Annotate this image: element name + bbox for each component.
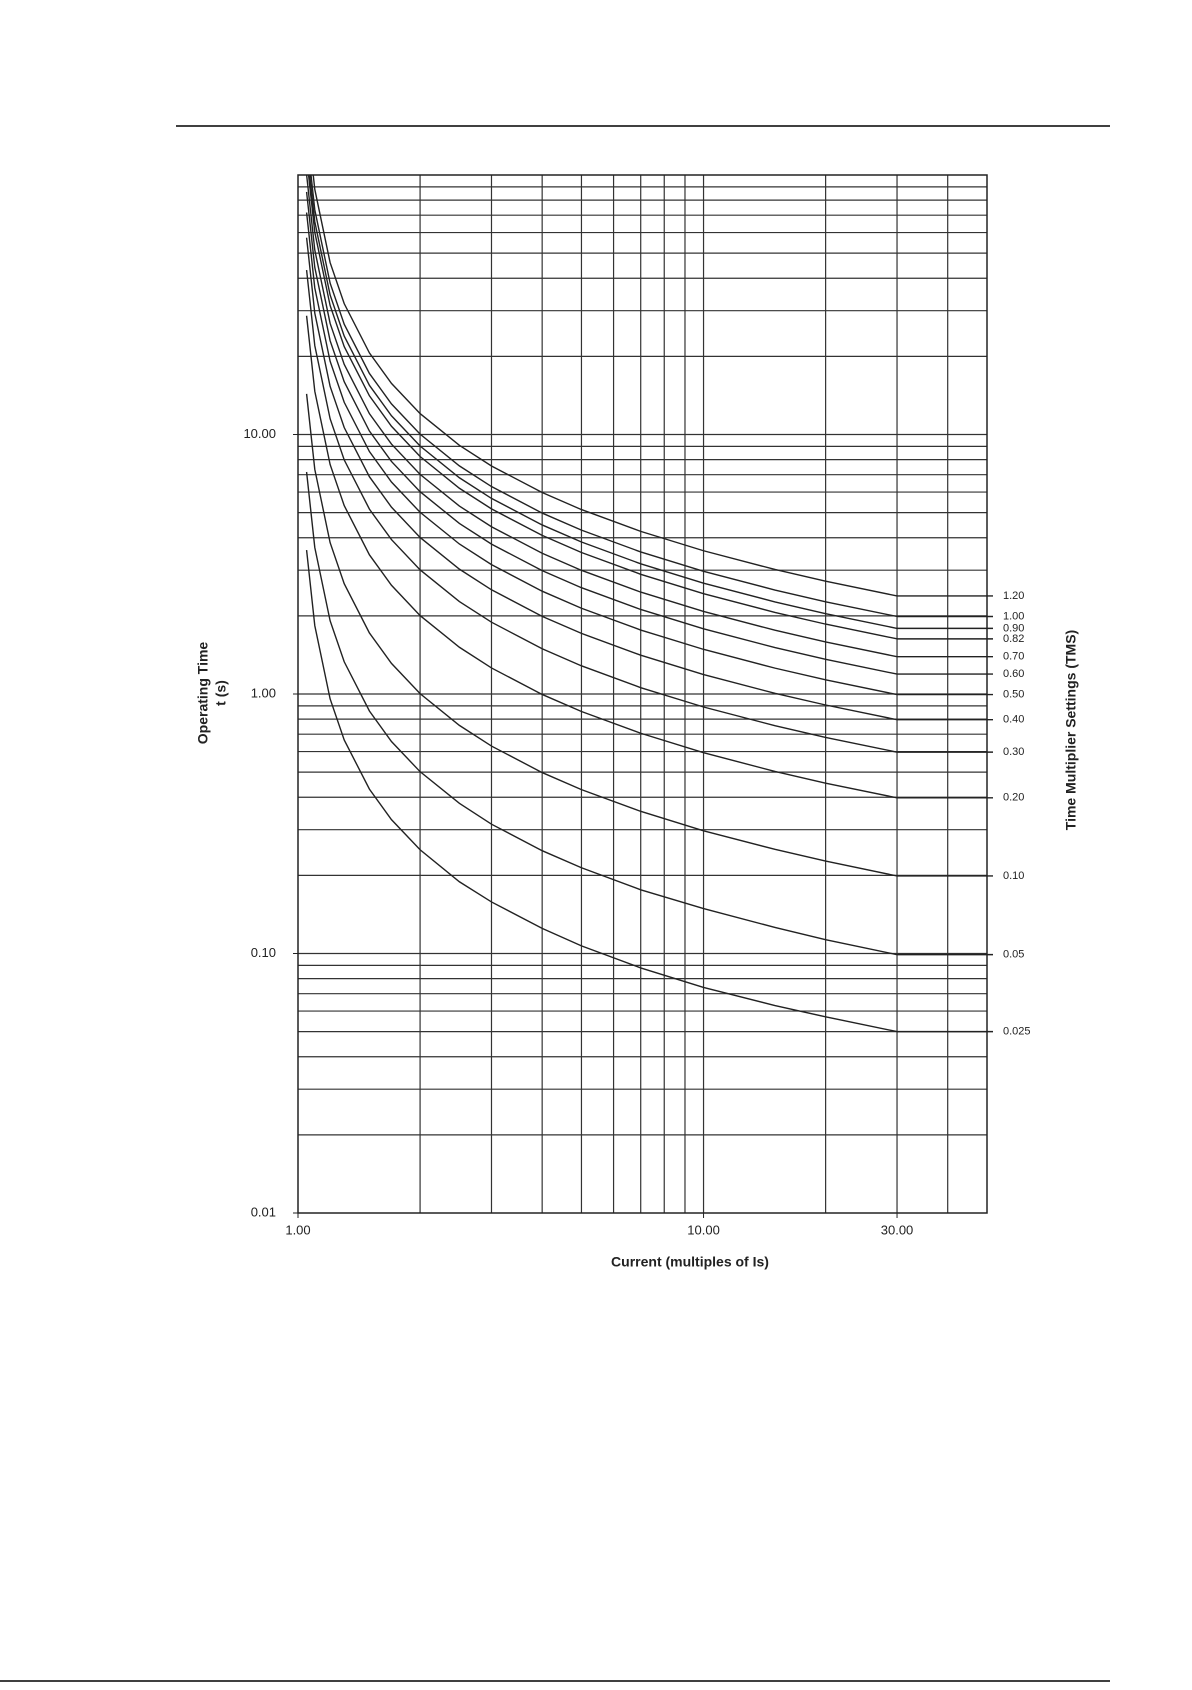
legend-label: 1.20: [1003, 590, 1024, 602]
legend-label: 0.90: [1003, 622, 1024, 634]
legend-label: 0.025: [1003, 1026, 1031, 1038]
legend-label: 0.30: [1003, 746, 1024, 758]
curve: [309, 175, 898, 630]
curve: [305, 315, 898, 799]
legend-label: 0.70: [1003, 651, 1024, 663]
curve: [305, 550, 898, 1033]
x-tick-label: 1.00: [285, 1222, 310, 1237]
legend-title: Time Multiplier Settings (TMS): [1063, 630, 1079, 830]
y-axis-label: Operating Time: [195, 642, 211, 745]
x-axis-label: Current (multiples of Is): [611, 1254, 769, 1270]
x-tick-label: 30.00: [881, 1222, 914, 1237]
curve: [305, 237, 898, 721]
legend-label: 0.40: [1003, 714, 1024, 726]
y-tick-label: 10.00: [243, 426, 276, 441]
plot-area: [305, 175, 898, 1033]
y-axis-label: t (s): [213, 680, 229, 706]
y-tick-label: 1.00: [251, 685, 276, 700]
curve: [310, 175, 898, 618]
legend-label: 0.20: [1003, 792, 1024, 804]
legend-label: 0.82: [1003, 633, 1024, 645]
curve: [312, 175, 898, 597]
curve: [305, 269, 898, 753]
x-tick-label: 10.00: [687, 1222, 720, 1237]
curve: [305, 175, 898, 658]
legend-label: 0.05: [1003, 949, 1024, 961]
legend-label: 0.10: [1003, 870, 1024, 882]
curve: [305, 191, 898, 675]
y-tick-label: 0.10: [251, 945, 276, 960]
y-tick-label: 0.01: [251, 1204, 276, 1219]
curve: [307, 175, 898, 640]
curve: [305, 471, 898, 956]
legend-label: 0.50: [1003, 688, 1024, 700]
legend-label: 1.00: [1003, 610, 1024, 622]
curve: [305, 393, 898, 877]
curve: [305, 212, 898, 696]
legend-label: 0.60: [1003, 668, 1024, 680]
